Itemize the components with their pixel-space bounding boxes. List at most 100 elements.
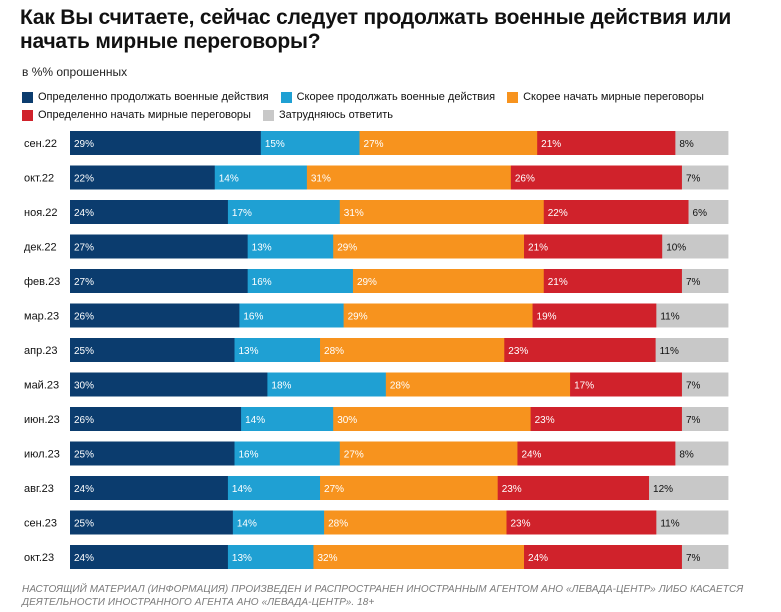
category-label: ноя.22 [24,207,57,219]
data-label: 31% [344,208,364,219]
bar-segment [497,476,650,500]
legend-swatch [22,109,33,121]
data-label: 27% [364,139,384,150]
category-label: фев.23 [24,276,60,288]
bar-segment [70,165,216,190]
data-label: 7% [686,553,701,564]
stacked-bar-chart: сен.22 29% 15% 27% 21% 8% окт.22 22% 14% 31% 26% 7%… [24,131,729,569]
data-label: 25% [74,450,94,461]
foreign-agent-disclaimer: НАСТОЯЩИЙ МАТЕРИАЛ (ИНФОРМАЦИЯ) ПРОИЗВЕД… [22,584,744,608]
bar-segment [239,303,345,328]
legend-item-hard-to-say: Затрудняюсь ответить [262,109,393,121]
data-label: 22% [548,208,568,219]
data-label: 30% [74,381,94,392]
legend-item-definitely-continue: Определенно продолжать военные действия [22,91,269,103]
bar-segment [681,545,729,569]
bar-segment [70,338,235,362]
bar-segment [385,372,571,397]
legend-label: Затрудняюсь ответить [278,109,393,121]
legend-label: Скорее начать мирные переговоры [523,91,704,103]
bar-segment [662,234,729,259]
category-label: сен.23 [24,518,57,530]
data-label: 26% [515,174,535,185]
data-label: 14% [237,519,257,530]
bar-segment [530,407,683,431]
bar-segment [267,372,387,397]
data-label: 25% [74,519,94,530]
bar-segment [333,234,525,259]
category-label: сен.22 [24,138,57,150]
data-label: 27% [74,243,94,254]
data-label: 23% [502,484,522,495]
data-label: 8% [679,450,694,461]
data-label: 11% [660,346,679,357]
bar-segment [543,200,689,224]
bar-segment [681,407,729,431]
bar-segment [320,476,499,500]
bar-segment [70,510,234,535]
bar-segment [70,407,242,431]
chart-subtitle: в %% опрошенных [22,65,128,79]
bar-segment [681,165,729,190]
data-label: 7% [686,415,701,426]
bar-segment [504,338,657,362]
data-label: 13% [239,346,259,357]
data-label: 28% [324,346,344,357]
category-label: май.23 [24,380,59,392]
data-label: 10% [666,243,686,254]
bar-segment [70,372,268,397]
bar-segment [524,545,683,569]
data-label: 31% [311,174,331,185]
bar-segment [681,372,729,397]
data-label: 24% [521,450,541,461]
bar-segment [339,200,545,224]
data-label: 27% [344,450,364,461]
bar-segment [70,476,229,500]
bar-segment [70,131,262,155]
data-label: 28% [390,381,410,392]
data-label: 24% [74,553,94,564]
data-label: 24% [74,208,94,219]
bar-segment [227,200,341,224]
data-label: 12% [653,484,673,495]
category-label: окт.23 [24,552,54,564]
data-label: 11% [660,312,679,323]
category-label: июл.23 [24,449,60,461]
bar-segment [681,269,729,293]
data-label: 21% [548,277,568,288]
legend-label: Определенно продолжать военные действия [38,91,269,103]
data-label: 23% [511,519,531,530]
category-label: дек.22 [24,242,57,254]
bar-segment [227,545,314,569]
data-label: 14% [232,484,252,495]
data-label: 30% [337,415,357,426]
data-label: 15% [265,139,285,150]
data-label: 29% [357,277,377,288]
legend-swatch [22,91,33,103]
bar-segment [313,545,525,569]
bar-segment [649,476,729,500]
data-label: 29% [348,312,368,323]
bar-segment [510,165,683,190]
data-label: 21% [541,139,561,150]
bar-segment [352,269,545,293]
chart-legend: Определенно продолжать военные действия … [22,89,762,125]
data-label: 21% [528,243,548,254]
bar-segment [70,545,229,569]
data-label: 26% [74,312,94,323]
data-label: 29% [74,139,94,150]
legend-item-rather-continue: Скорее продолжать военные действия [280,91,495,103]
bar-segment [537,131,676,155]
bar-segment [234,338,321,362]
data-label: 25% [74,346,94,357]
bar-segment [320,338,505,362]
bar-segment [524,234,663,259]
data-label: 6% [693,208,708,219]
bar-segment [232,510,325,535]
data-label: 23% [535,415,555,426]
data-label: 23% [508,346,528,357]
data-label: 27% [324,484,344,495]
bar-segment [70,303,240,328]
data-label: 8% [679,139,694,150]
category-label: апр.23 [24,345,57,357]
